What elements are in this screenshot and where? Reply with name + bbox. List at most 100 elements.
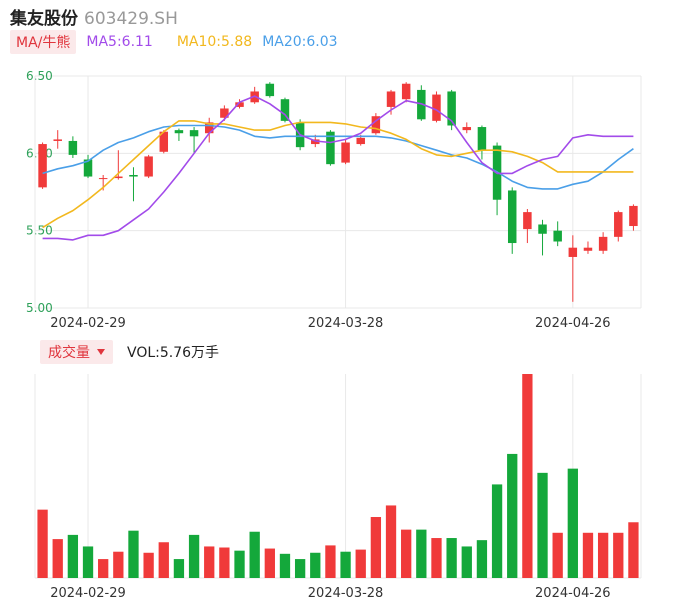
candle-body (265, 83, 275, 97)
candle-body (371, 116, 381, 134)
x-tick-label: 2024-04-26 (535, 316, 611, 331)
candle-body (401, 83, 411, 100)
volume-bar (385, 505, 397, 578)
candle-body (341, 142, 350, 163)
candle-body (220, 108, 229, 118)
candle-body (614, 212, 623, 237)
candle-body (507, 190, 517, 244)
volume-bar (128, 530, 139, 578)
candle-body (523, 212, 532, 230)
volume-bar (310, 552, 321, 578)
candle-body (144, 156, 153, 177)
candle-body (235, 102, 244, 107)
volume-bar (582, 532, 594, 578)
ma20-legend: MA20:6.03 (262, 34, 338, 50)
volume-value: VOL:5.76万手 (127, 345, 220, 361)
volume-bar (628, 522, 639, 578)
volume-bar (82, 546, 94, 578)
candle-body (583, 247, 593, 251)
candle-body (98, 178, 108, 180)
volume-bar (188, 534, 200, 578)
volume-bar (37, 509, 48, 578)
ma-indicator-select[interactable]: MA/牛熊 (10, 30, 77, 54)
stock-header: 集友股份 603429.SH (10, 4, 178, 29)
candle-body (280, 99, 290, 121)
ma-legend: MA/牛熊 MA5:6.11 MA10:5.88 MA20:6.03 (10, 30, 338, 54)
candle-body (38, 144, 47, 188)
volume-select-label: 成交量 (48, 345, 90, 361)
ma10-line (42, 120, 634, 229)
ma20-line (42, 124, 634, 190)
volume-bar (476, 540, 488, 578)
volume-bar (567, 468, 578, 578)
candle-body (356, 137, 365, 145)
volume-bar (446, 538, 457, 578)
candle-body (114, 176, 123, 179)
candle-body (477, 127, 487, 151)
stock-name: 集友股份 (10, 9, 78, 29)
x-tick-label: 2024-02-29 (50, 586, 126, 601)
candle-body (553, 230, 562, 242)
volume-bar (325, 545, 336, 578)
y-tick-label: 5.50 (26, 224, 53, 238)
volume-bar (98, 559, 109, 578)
volume-bar (613, 532, 624, 578)
candle-body (447, 91, 456, 126)
volume-bar (52, 539, 63, 578)
volume-bar (431, 538, 442, 578)
volume-legend: 成交量 VOL:5.76万手 (40, 340, 220, 364)
volume-bar (537, 472, 548, 578)
volume-bar (158, 542, 169, 578)
candle-body (53, 139, 62, 141)
candle-body (204, 122, 214, 134)
x-tick-label: 2024-03-28 (308, 586, 384, 601)
volume-bar (279, 553, 291, 578)
volume-bar (143, 552, 154, 578)
volume-bar (597, 532, 609, 578)
volume-bar (491, 484, 503, 578)
volume-bar (204, 546, 215, 578)
volume-bar (264, 548, 275, 578)
candle-body (326, 131, 335, 165)
volume-bar (355, 549, 366, 578)
volume-bar (113, 551, 124, 578)
volume-bar (234, 550, 245, 578)
volume-bar (249, 531, 260, 578)
candle-body (598, 236, 608, 251)
candle-body (386, 91, 396, 107)
candle-body (538, 224, 547, 234)
candle-body (68, 140, 78, 155)
candle-body (462, 127, 472, 131)
ma5-legend: MA5:6.11 (86, 34, 153, 50)
volume-bar (294, 559, 306, 578)
volume-bar (370, 517, 382, 578)
y-tick-label: 6.50 (26, 69, 53, 83)
volume-bar (522, 374, 533, 578)
y-tick-label: 5.00 (26, 301, 53, 315)
candle-body (159, 131, 169, 152)
stock-code: 603429.SH (84, 9, 178, 29)
ma5-line (42, 95, 634, 241)
x-tick-label: 2024-02-29 (50, 316, 126, 331)
volume-bar (461, 546, 472, 578)
volume-indicator-select[interactable]: 成交量 (40, 340, 113, 364)
x-tick-label: 2024-04-26 (535, 586, 611, 601)
candle-body (189, 130, 199, 137)
candle-body (174, 130, 184, 134)
candle-body (83, 159, 93, 177)
candle-body (432, 94, 441, 121)
volume-bar (219, 547, 230, 578)
volume-bar (416, 529, 427, 578)
volume-bar (67, 534, 79, 578)
volume-bar (173, 559, 185, 578)
volume-bar (340, 551, 351, 578)
ma10-legend: MA10:5.88 (176, 34, 253, 50)
caret-down-icon (97, 349, 105, 355)
candle-body (129, 174, 138, 177)
x-tick-label: 2024-03-28 (308, 316, 384, 331)
volume-bar (507, 453, 518, 578)
candle-body (568, 247, 578, 257)
candle-body (629, 205, 638, 227)
volume-bar (401, 529, 412, 578)
